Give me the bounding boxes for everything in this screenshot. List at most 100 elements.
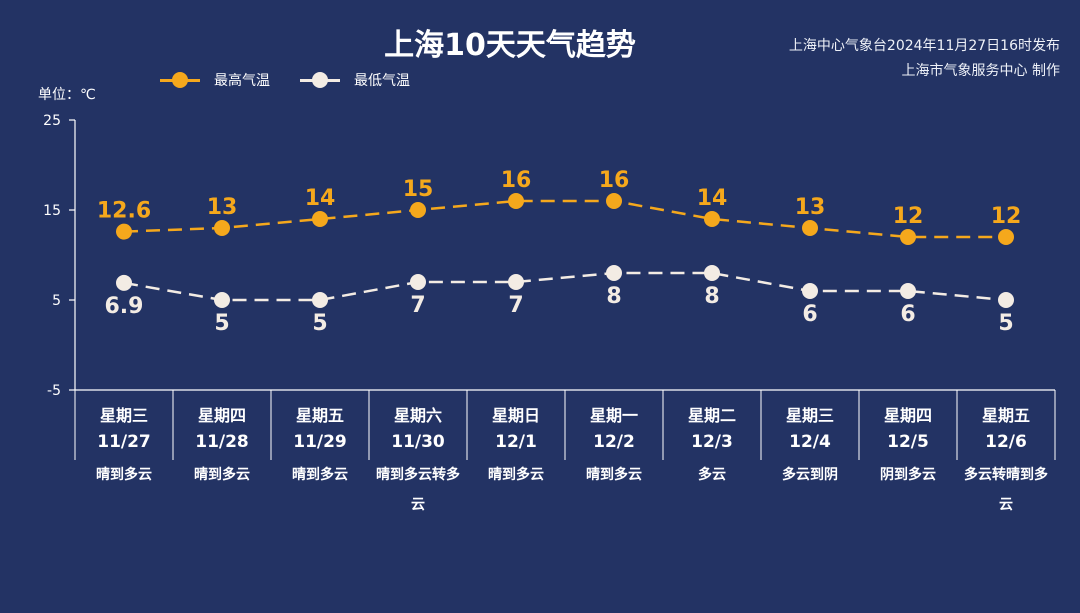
category-day-0: 星期三 11/27 晴到多云 (75, 390, 173, 530)
date-label: 11/27 (97, 432, 151, 452)
legend: 最高气温 最低气温 (160, 70, 410, 90)
chart-title: 上海10天天气趋势 (384, 28, 636, 63)
weekday-label: 星期二 (687, 406, 736, 425)
legend-label-high: 最高气温 (214, 73, 270, 89)
category-day-3: 星期六 11/30 晴到多云转多云 (369, 390, 467, 530)
y-tick-label: 5 (52, 293, 61, 309)
issuer-line-1: 上海中心气象台2024年11月27日16时发布 (788, 38, 1060, 54)
weather-label: 晴到多云 (292, 467, 348, 483)
weather-label: 晴到多云 (586, 467, 642, 483)
date-label: 12/4 (789, 432, 831, 452)
high-temp-label: 14 (697, 186, 728, 211)
category-day-4: 星期日 12/1 晴到多云 (467, 390, 565, 530)
category-day-5: 星期一 12/2 晴到多云 (565, 390, 663, 530)
weekday-label: 星期五 (981, 406, 1030, 425)
low-temp-point (214, 292, 230, 308)
category-day-9: 星期五 12/6 多云转晴到多云 (957, 390, 1055, 530)
low-temp-label: 8 (704, 284, 719, 309)
high-temp-label: 12.6 (97, 199, 151, 224)
low-temp-label: 7 (410, 293, 425, 318)
weather-label: 多云转晴到多云 (964, 467, 1048, 513)
legend-item-high[interactable]: 最高气温 (160, 70, 270, 90)
low-temp-point (900, 283, 916, 299)
low-temp-label: 6 (802, 302, 817, 327)
high-temp-point (704, 211, 720, 227)
date-label: 11/30 (391, 432, 445, 452)
high-temp-label: 15 (403, 177, 434, 202)
date-label: 12/2 (593, 432, 635, 452)
issuer-line-2: 上海市气象服务中心 制作 (901, 63, 1060, 79)
weather-label: 晴到多云 (488, 467, 544, 483)
high-temp-point (606, 193, 622, 209)
high-temp-point (410, 202, 426, 218)
low-temp-point (704, 265, 720, 281)
date-label: 11/28 (195, 432, 249, 452)
category-day-7: 星期三 12/4 多云到阴 (761, 390, 859, 530)
date-label: 12/1 (495, 432, 537, 452)
low-temp-line (123, 271, 1007, 302)
low-temp-point (116, 274, 132, 291)
weekday-label: 星期四 (197, 406, 246, 425)
legend-item-low[interactable]: 最低气温 (300, 70, 410, 90)
weekday-label: 星期四 (883, 406, 932, 425)
high-temp-label: 14 (305, 186, 336, 211)
y-tick-label: -5 (47, 383, 61, 399)
y-tick-label: 25 (43, 113, 61, 129)
weather-label: 晴到多云转多云 (376, 467, 460, 513)
high-temp-label: 13 (207, 195, 238, 220)
category-day-1: 星期四 11/28 晴到多云 (173, 390, 271, 530)
low-temp-label: 5 (312, 311, 327, 336)
high-temp-point (998, 229, 1014, 245)
category-day-8: 星期四 12/5 阴到多云 (859, 390, 957, 530)
high-temp-point (312, 211, 328, 227)
low-temp-point (410, 274, 426, 290)
high-temp-label: 12 (893, 204, 924, 229)
low-temp-point (998, 292, 1014, 308)
category-day-6: 星期二 12/3 多云 (663, 390, 761, 530)
low-temp-point (802, 283, 818, 299)
y-tick-label: 15 (43, 203, 61, 219)
low-temp-label: 5 (998, 311, 1013, 336)
weekday-label: 星期五 (295, 406, 344, 425)
high-temp-label: 16 (599, 168, 630, 193)
weather-label: 晴到多云 (96, 467, 152, 483)
low-temp-point (606, 265, 622, 281)
high-line-marker-icon (160, 70, 200, 90)
low-temp-label: 7 (508, 293, 523, 318)
date-label: 12/5 (887, 432, 929, 452)
low-temp-label: 8 (606, 284, 621, 309)
weather-label: 多云 (698, 467, 726, 483)
high-temp-label: 12 (991, 204, 1022, 229)
category-axis-labels: 星期三 11/27 晴到多云 星期四 11/28 晴到多云 星期五 11/29 晴到多云 星期六 1… (75, 390, 1055, 530)
high-temp-label: 13 (795, 195, 826, 220)
high-temp-point (900, 229, 916, 245)
date-label: 12/6 (985, 432, 1027, 452)
high-temp-point (214, 220, 230, 236)
weekday-label: 星期日 (491, 406, 540, 425)
issuer-info: 上海中心气象台2024年11月27日16时发布 上海市气象服务中心 制作 (789, 34, 1060, 84)
date-label: 12/3 (691, 432, 733, 452)
unit-label: 单位：℃ (38, 87, 96, 103)
category-day-2: 星期五 11/29 晴到多云 (271, 390, 369, 530)
low-line-marker-icon (300, 70, 340, 90)
low-temp-label: 5 (214, 311, 229, 336)
high-temp-point (116, 223, 132, 240)
low-temp-point (508, 274, 524, 290)
weather-label: 阴到多云 (880, 467, 936, 483)
weekday-label: 星期三 (99, 406, 148, 425)
high-temp-line (123, 199, 1006, 239)
weekday-label: 星期六 (393, 406, 442, 425)
weekday-label: 星期三 (785, 406, 834, 425)
weather-label: 多云到阴 (782, 467, 838, 483)
high-temp-point (802, 220, 818, 236)
date-label: 11/29 (293, 432, 347, 452)
high-temp-label: 16 (501, 168, 532, 193)
weather-label: 晴到多云 (194, 467, 250, 483)
low-temp-label: 6.9 (105, 294, 144, 319)
low-temp-point (312, 292, 328, 308)
low-temp-label: 6 (900, 302, 915, 327)
legend-label-low: 最低气温 (354, 73, 410, 89)
high-temp-point (508, 193, 524, 209)
weekday-label: 星期一 (589, 406, 638, 425)
